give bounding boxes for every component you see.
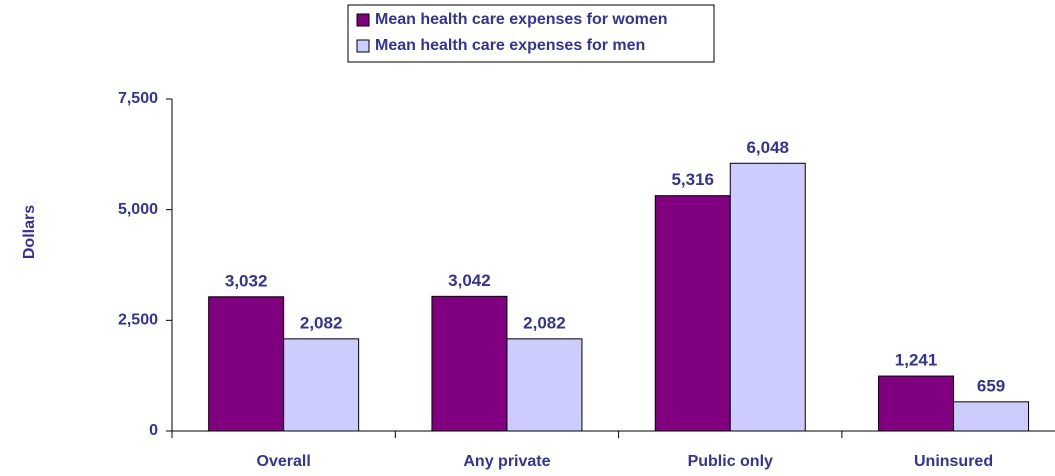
data-label: 1,241 — [895, 351, 938, 370]
bar — [506, 338, 583, 432]
legend-label: Mean health care expenses for women — [375, 11, 668, 28]
y-tick-label: 7,500 — [118, 90, 158, 107]
y-tick-label: 0 — [149, 422, 158, 439]
y-axis-label: Dollars — [21, 205, 38, 259]
data-label: 2,082 — [523, 313, 566, 332]
bar — [431, 295, 508, 432]
y-tick-label: 5,000 — [118, 201, 158, 218]
y-tick-label: 2,500 — [118, 312, 158, 329]
legend-swatch — [356, 39, 370, 53]
data-label: 659 — [977, 376, 1005, 395]
data-label: 2,082 — [300, 313, 343, 332]
bar — [953, 401, 1030, 432]
data-label: 3,032 — [225, 271, 268, 290]
data-label: 6,048 — [746, 138, 789, 157]
bar — [654, 195, 731, 432]
bar — [729, 162, 806, 432]
bar — [208, 296, 285, 432]
x-tick-label: Overall — [257, 453, 311, 470]
legend-swatch — [356, 13, 370, 27]
data-label: 5,316 — [671, 170, 714, 189]
x-tick-label: Uninsured — [914, 453, 993, 470]
legend-label: Mean health care expenses for men — [375, 37, 645, 54]
bar — [283, 338, 360, 432]
x-tick-label: Public only — [688, 453, 773, 470]
bar — [878, 375, 955, 432]
data-label: 3,042 — [448, 271, 491, 290]
x-tick-label: Any private — [463, 453, 550, 470]
legend-box — [347, 4, 715, 63]
